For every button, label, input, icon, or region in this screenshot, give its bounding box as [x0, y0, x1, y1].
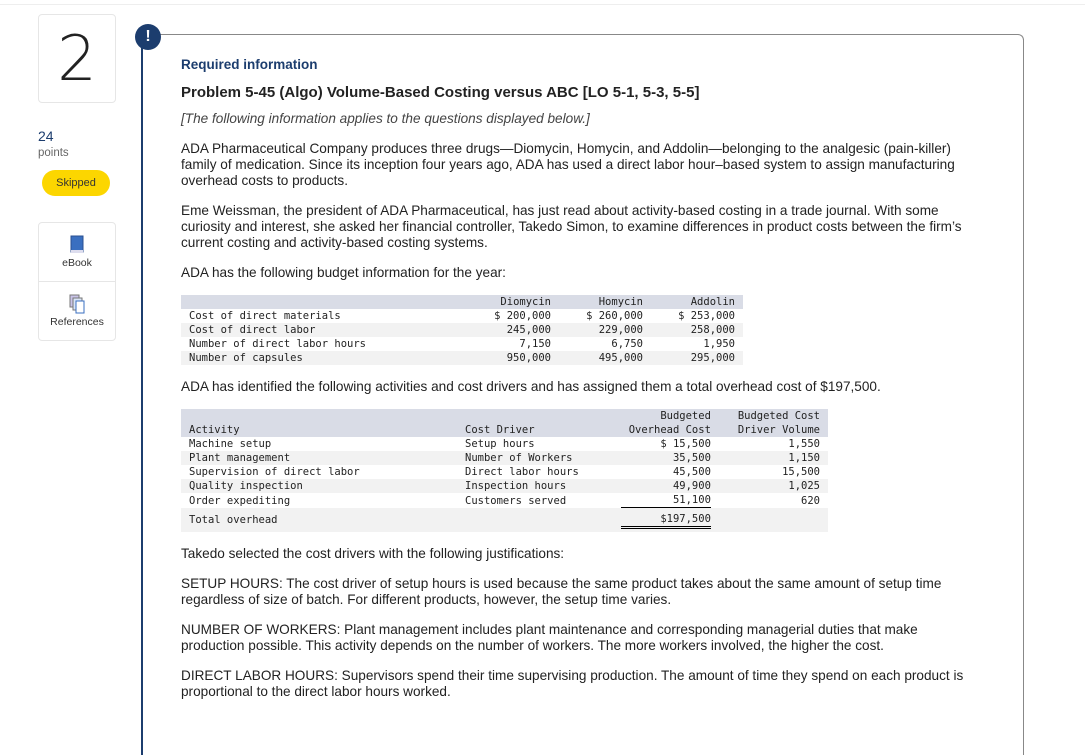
question-card [141, 34, 1024, 755]
table-row: Number of direct labor hours 7,150 6,750 1,… [189, 338, 735, 350]
paragraph-setup-hours: SETUP HOURS: The cost driver of setup ho… [181, 576, 942, 607]
question-number: 2 [38, 14, 116, 103]
table-header: Budgeted Overhead Cost [601, 409, 719, 437]
ebook-label: eBook [62, 257, 92, 269]
table-header [181, 295, 467, 309]
references-label: References [50, 316, 104, 328]
table-header: Activity [181, 409, 457, 437]
points-label: points [38, 147, 69, 159]
paragraph-intro: ADA Pharmaceutical Company produces thre… [181, 141, 955, 188]
question-content: Required information Problem 5-45 (Algo)… [181, 57, 981, 700]
table-row: Quality inspection Inspection hours 49,900… [181, 479, 828, 493]
paragraph-weissman: Eme Weissman, the president of ADA Pharm… [181, 203, 962, 250]
table-header: Homycin [559, 295, 651, 309]
tools-panel: eBook References [38, 222, 116, 341]
required-info-heading: Required information [181, 57, 318, 72]
top-divider [0, 4, 1085, 5]
info-note: [The following information applies to th… [181, 111, 590, 126]
paragraph-justifications: Takedo selected the cost drivers with th… [181, 546, 565, 561]
alert-icon: ! [135, 24, 161, 50]
activity-table: Activity Cost Driver Budgeted Overhead Cost… [181, 409, 828, 532]
table-header: Diomycin [467, 295, 559, 309]
table-row: Supervision of direct labor Direct labor … [189, 466, 820, 478]
problem-title: Problem 5-45 (Algo) Volume-Based Costing… [181, 84, 700, 101]
paragraph-direct-labor-hours: DIRECT LABOR HOURS: Supervisors spend th… [181, 668, 964, 699]
table-total-row: Total overhead $197,500 [181, 508, 828, 532]
references-icon [39, 282, 115, 316]
table-row: Machine setup Setup hours $ 15,500 1,550 [189, 438, 820, 450]
references-button[interactable]: References [39, 281, 115, 340]
table-row: Order expediting Customers served 51,100 62… [189, 494, 820, 508]
table-row: Cost of direct materials $ 200,000 $ 260,0… [189, 310, 735, 322]
paragraph-activities: ADA has identified the following activit… [181, 379, 881, 394]
ebook-button[interactable]: eBook [39, 223, 115, 281]
status-badge: Skipped [42, 170, 110, 196]
table-header: Cost Driver [457, 409, 602, 437]
paragraph-number-of-workers: NUMBER OF WORKERS: Plant management incl… [181, 622, 918, 653]
table-row: Number of capsules 950,000 495,000 295,000 [181, 351, 743, 365]
table-row: Cost of direct labor 245,000 229,000 258,00… [181, 323, 743, 337]
book-icon [39, 223, 115, 257]
paragraph-budget: ADA has the following budget information… [181, 265, 506, 280]
table-row: Plant management Number of Workers 35,500 1… [181, 451, 828, 465]
budget-table: Diomycin Homycin Addolin Cost of direct ma… [181, 295, 743, 365]
table-header: Budgeted Cost Driver Volume [718, 409, 828, 437]
points-value: 24 [38, 128, 54, 144]
table-header: Addolin [651, 295, 743, 309]
